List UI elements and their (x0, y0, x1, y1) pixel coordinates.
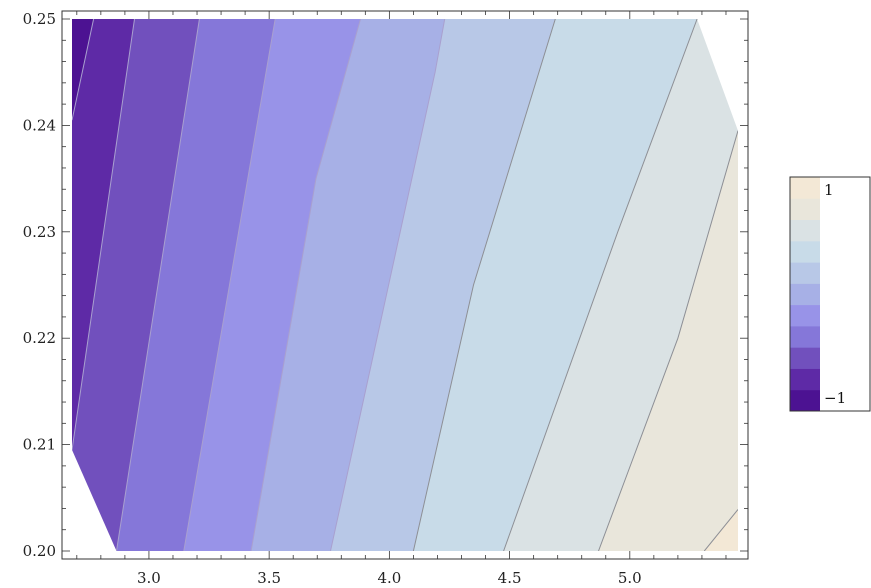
contour-band (330, 19, 556, 551)
x-axis: 3.0 3.5 4.0 4.5 5.0 (76, 11, 727, 587)
contour-line (330, 19, 446, 551)
legend-swatch (790, 262, 820, 284)
y-tick-label: 0.24 (23, 116, 56, 134)
contour-line (183, 19, 276, 551)
contour-lines (72, 19, 738, 551)
legend-swatch (790, 304, 820, 327)
legend-swatch (790, 368, 820, 391)
contour-line (503, 19, 698, 551)
legend-swatch (790, 347, 820, 369)
legend-swatch (790, 198, 820, 221)
plot-border (61, 10, 749, 560)
legend-swatch (790, 240, 820, 263)
x-tick-label: 5.0 (618, 569, 642, 587)
contour-line (72, 19, 135, 450)
contour-line (703, 509, 738, 551)
x-tick-label: 3.0 (137, 569, 161, 587)
x-tick-label: 3.5 (257, 569, 281, 587)
color-legend: 1 −1 (789, 176, 871, 412)
y-tick-label: 0.20 (23, 542, 56, 560)
legend-swatch (790, 389, 820, 412)
y-tick-label: 0.21 (23, 436, 56, 454)
contour-line (116, 19, 200, 551)
y-tick-label: 0.25 (23, 10, 56, 28)
y-tick-label: 0.23 (23, 223, 56, 241)
legend-swatch (790, 283, 820, 306)
x-tick-label: 4.0 (377, 569, 401, 587)
contour-line (598, 130, 738, 551)
y-tick-label: 0.22 (23, 329, 56, 347)
contour-band (183, 19, 361, 551)
legend-swatch (790, 219, 820, 242)
contour-bands (72, 19, 738, 551)
contour-band (116, 19, 276, 551)
x-tick-label: 4.5 (498, 569, 522, 587)
contour-band (503, 19, 738, 551)
contour-band (598, 130, 738, 551)
y-axis: 0.20 0.21 0.22 0.23 0.24 0.25 (23, 10, 748, 560)
contour-band (413, 19, 698, 551)
contour-band (72, 19, 200, 551)
plot-frame (61, 10, 749, 560)
contour-line (412, 19, 556, 551)
legend-swatch (790, 177, 820, 199)
legend-swatch (790, 325, 820, 348)
legend-border (789, 176, 871, 412)
legend-label: 1 (824, 181, 834, 199)
contour-line (72, 19, 95, 121)
legend-label: −1 (824, 389, 846, 407)
contour-line (250, 19, 361, 551)
contour-band (251, 19, 445, 551)
